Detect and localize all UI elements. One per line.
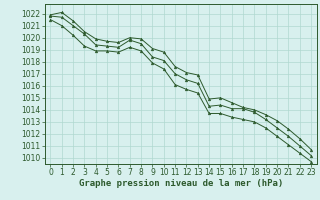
X-axis label: Graphe pression niveau de la mer (hPa): Graphe pression niveau de la mer (hPa) xyxy=(79,179,283,188)
